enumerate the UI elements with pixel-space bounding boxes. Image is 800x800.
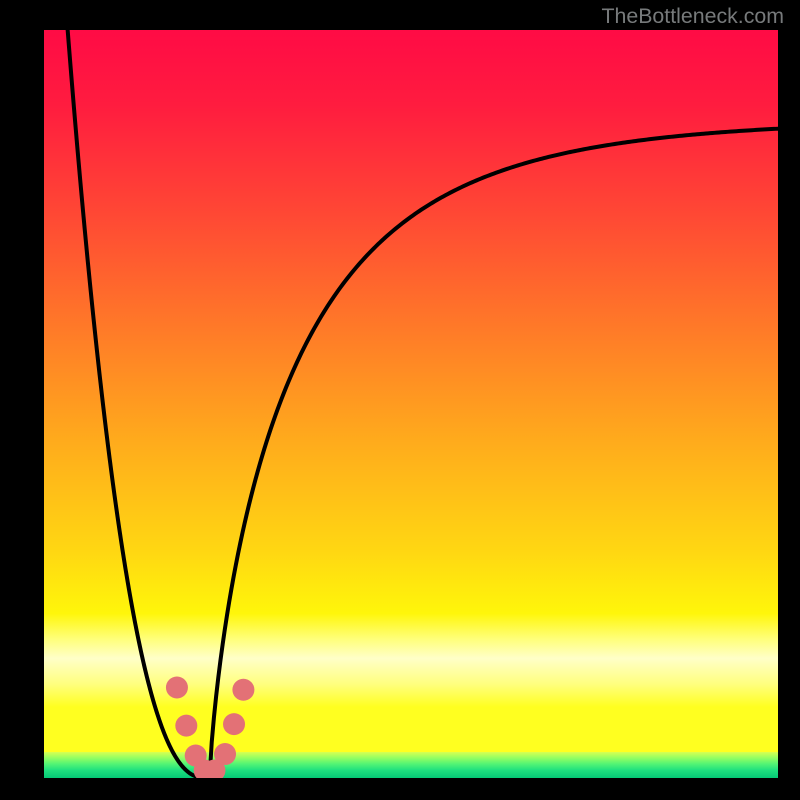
marker-point: [223, 713, 245, 735]
marker-point: [175, 715, 197, 737]
bottleneck-curves: [44, 30, 778, 778]
chart-frame: TheBottleneck.com: [0, 0, 800, 800]
marker-point: [214, 743, 236, 765]
watermark-text: TheBottleneck.com: [601, 4, 784, 29]
marker-point: [166, 676, 188, 698]
curve-left: [68, 30, 206, 778]
marker-point: [232, 679, 254, 701]
plot-area: [44, 30, 778, 778]
curve-right: [210, 129, 778, 778]
